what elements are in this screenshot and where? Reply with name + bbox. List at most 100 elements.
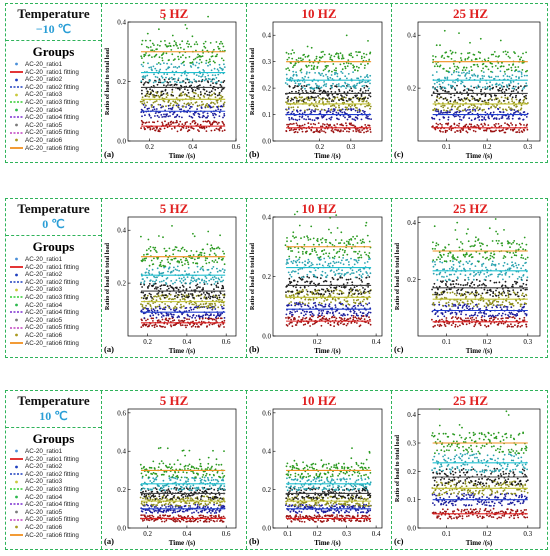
data-point [318, 289, 321, 292]
data-point [155, 286, 157, 288]
data-point [481, 109, 484, 111]
data-point [325, 83, 328, 85]
data-point [174, 268, 177, 271]
x-tick-label: 0.6 [232, 143, 241, 151]
data-point [307, 122, 310, 125]
data-point [142, 103, 145, 106]
data-point [316, 263, 318, 266]
data-point [157, 103, 160, 106]
data-point [518, 100, 521, 102]
data-point [161, 76, 164, 79]
data-point [489, 279, 492, 282]
data-point [461, 69, 464, 72]
data-point [487, 315, 490, 318]
data-point [169, 84, 172, 87]
data-point [510, 306, 513, 309]
data-point [183, 319, 186, 322]
data-point [487, 101, 490, 104]
data-point [167, 81, 170, 84]
data-point [168, 107, 170, 110]
data-point [454, 105, 456, 108]
data-point [329, 87, 332, 90]
data-point [222, 105, 225, 108]
data-point [294, 118, 297, 121]
data-point [169, 102, 172, 105]
data-point [357, 314, 359, 317]
data-point [327, 90, 329, 93]
data-point [320, 324, 323, 327]
data-point [318, 312, 321, 315]
data-point [290, 129, 292, 131]
data-point [435, 71, 438, 73]
data-point [520, 308, 523, 311]
data-point [295, 101, 298, 104]
data-point [500, 124, 503, 127]
data-point [180, 128, 183, 131]
data-point [152, 280, 154, 283]
data-point [306, 235, 308, 238]
data-point [154, 75, 157, 78]
data-point [309, 307, 311, 310]
data-point [142, 83, 145, 86]
data-point [185, 282, 187, 285]
data-point [328, 305, 331, 308]
data-point [477, 65, 479, 68]
data-point [324, 261, 327, 263]
data-point [320, 51, 323, 53]
data-point [223, 123, 225, 126]
data-point [442, 67, 445, 70]
data-point [357, 77, 360, 80]
data-point [329, 123, 331, 126]
data-point [191, 293, 194, 295]
data-point [160, 40, 162, 43]
data-point [165, 250, 168, 252]
data-point [197, 294, 200, 297]
data-point [365, 81, 367, 84]
data-point [452, 71, 455, 74]
data-point [520, 73, 523, 75]
data-point [216, 270, 219, 273]
data-point [331, 315, 334, 318]
data-point [343, 62, 345, 65]
data-point [439, 44, 441, 47]
data-point [297, 272, 300, 275]
data-point [510, 81, 512, 84]
data-point [175, 279, 178, 282]
data-point [462, 109, 464, 112]
data-point [358, 111, 361, 113]
data-point [325, 85, 327, 88]
data-point [350, 290, 352, 293]
data-point [467, 109, 469, 111]
data-point [354, 104, 357, 107]
data-point [169, 111, 171, 114]
data-point [340, 286, 343, 288]
data-point [332, 278, 335, 280]
data-point [295, 261, 298, 264]
data-point [314, 123, 317, 126]
data-point [157, 286, 159, 289]
data-point [288, 316, 291, 319]
data-point [198, 113, 201, 116]
data-point [508, 301, 511, 304]
data-point [145, 52, 147, 54]
panel-label: (c) [394, 149, 404, 159]
data-point [317, 95, 319, 97]
data-point [365, 276, 368, 279]
data-point [334, 304, 337, 306]
data-point [467, 291, 470, 294]
data-point [501, 312, 504, 315]
data-point [460, 119, 463, 121]
data-point [447, 70, 449, 73]
data-point [327, 77, 329, 80]
data-point [162, 271, 165, 274]
data-point [366, 74, 369, 76]
data-point [217, 73, 220, 76]
data-point [317, 316, 319, 319]
data-point [341, 95, 343, 97]
data-point [216, 94, 219, 97]
data-point [299, 109, 302, 112]
data-point [150, 92, 152, 95]
data-point [332, 314, 335, 317]
legend-label: AC-20_ratio6 [25, 136, 63, 144]
data-point [507, 101, 510, 104]
